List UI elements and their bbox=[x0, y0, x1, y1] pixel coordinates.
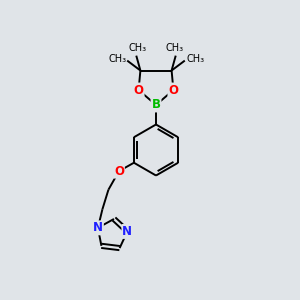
Text: O: O bbox=[134, 83, 144, 97]
Text: CH₃: CH₃ bbox=[165, 43, 183, 53]
Text: B: B bbox=[152, 98, 160, 112]
Text: CH₃: CH₃ bbox=[186, 54, 204, 64]
Text: O: O bbox=[114, 165, 124, 178]
Text: O: O bbox=[168, 83, 178, 97]
Text: N: N bbox=[93, 221, 103, 234]
Text: CH₃: CH₃ bbox=[108, 54, 126, 64]
Text: CH₃: CH₃ bbox=[129, 43, 147, 53]
Text: N: N bbox=[122, 225, 132, 238]
